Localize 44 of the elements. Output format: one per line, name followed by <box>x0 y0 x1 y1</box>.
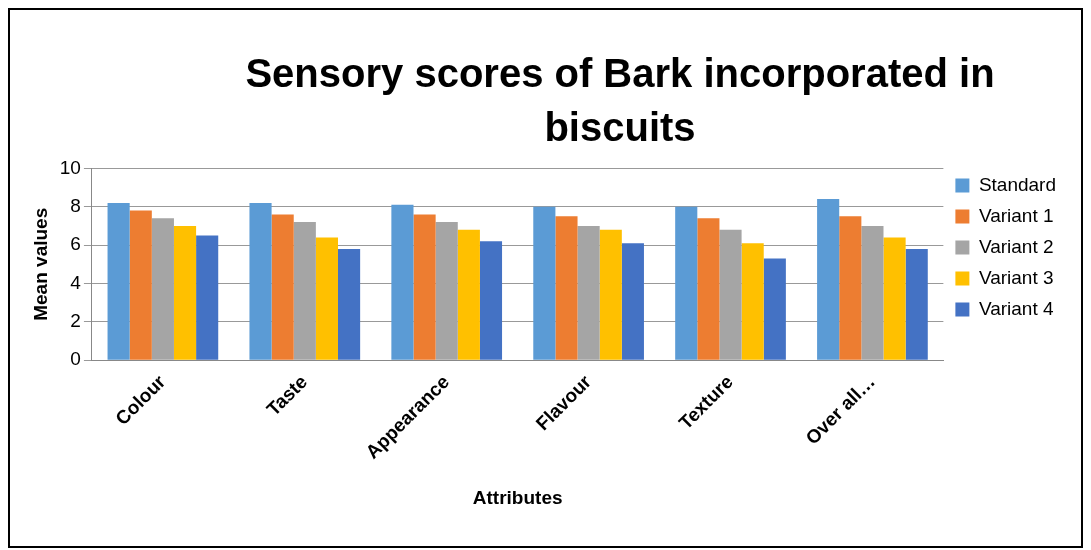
y-tick-label: 4 <box>70 271 82 293</box>
legend-label: Variant 4 <box>978 297 1054 319</box>
bar <box>391 204 414 360</box>
y-axis-title: Mean values <box>29 207 51 321</box>
y-tick-label: 2 <box>70 310 81 332</box>
bar <box>293 222 316 360</box>
bar <box>249 202 272 360</box>
bar <box>315 237 338 360</box>
bar <box>479 241 503 360</box>
bar <box>533 206 556 360</box>
y-tick-label: 10 <box>59 156 81 178</box>
bar <box>763 258 786 360</box>
bar <box>839 216 862 360</box>
bar <box>338 248 361 360</box>
bar <box>621 243 644 360</box>
bar <box>817 199 840 360</box>
y-tick-label: 6 <box>70 233 81 255</box>
y-tick-label: 8 <box>70 194 81 216</box>
bar <box>697 218 720 360</box>
legend-label: Variant 2 <box>978 235 1054 257</box>
chart-title: Sensory scores of Bark incorporated in biscuits <box>244 50 996 151</box>
bar <box>741 243 764 360</box>
bar <box>435 222 458 360</box>
bar <box>107 202 130 360</box>
bar <box>413 214 436 360</box>
bar <box>555 216 578 360</box>
bar <box>905 248 928 360</box>
bar <box>457 229 480 360</box>
bar <box>151 218 174 360</box>
legend-label: Variant 3 <box>978 266 1054 288</box>
bar <box>861 225 884 360</box>
y-tick-label: 0 <box>70 348 81 370</box>
bar <box>599 229 622 360</box>
bar <box>196 235 219 360</box>
bar <box>675 206 698 360</box>
legend-label: Standard <box>978 173 1057 195</box>
x-axis-title: Attributes <box>472 486 563 508</box>
bar <box>577 225 600 360</box>
bar <box>883 237 906 360</box>
bar <box>271 214 294 360</box>
bar <box>129 210 152 360</box>
bar <box>173 225 197 360</box>
bar <box>719 229 742 360</box>
legend-label: Variant 1 <box>978 204 1054 226</box>
